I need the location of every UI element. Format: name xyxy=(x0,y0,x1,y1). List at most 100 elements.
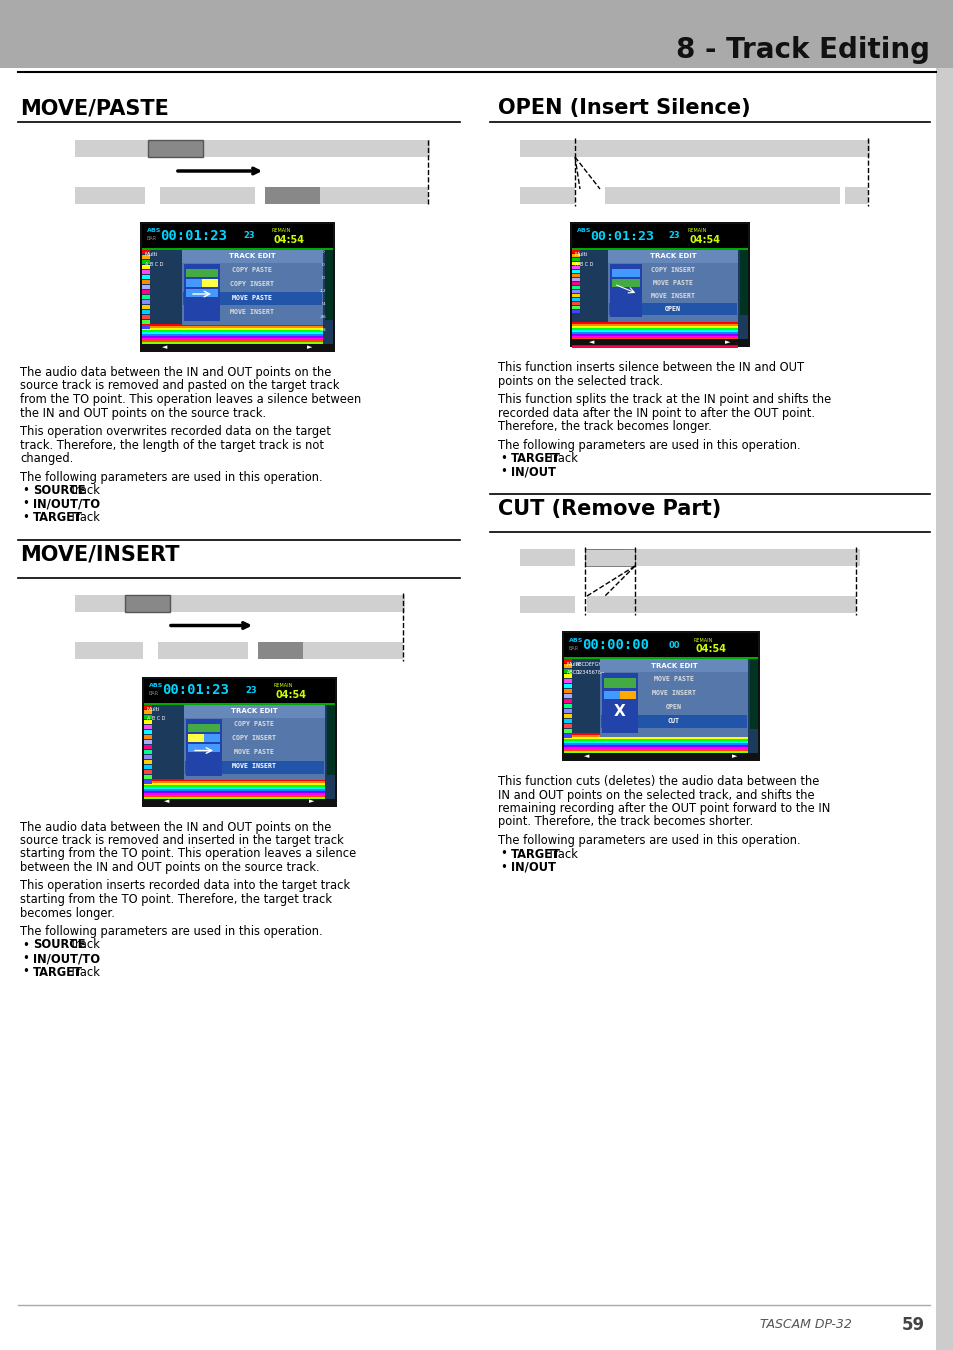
Text: 04:54: 04:54 xyxy=(275,690,307,699)
Text: BAR: BAR xyxy=(149,691,159,697)
Bar xyxy=(142,338,323,340)
Bar xyxy=(144,714,152,718)
Bar xyxy=(186,718,222,775)
Bar xyxy=(257,641,303,659)
Bar xyxy=(563,633,758,759)
Bar xyxy=(563,755,747,757)
Text: 123456789: 123456789 xyxy=(576,671,603,675)
Text: REMAIN: REMAIN xyxy=(687,228,706,234)
Text: This function cuts (deletes) the audio data between the: This function cuts (deletes) the audio d… xyxy=(497,775,819,788)
Bar xyxy=(142,255,150,259)
Bar xyxy=(184,705,325,717)
Bar xyxy=(144,769,152,774)
Bar xyxy=(142,261,150,265)
Text: 8 - Track Editing: 8 - Track Editing xyxy=(676,36,929,63)
Text: TARGET: TARGET xyxy=(33,965,83,979)
Bar xyxy=(608,302,737,315)
Bar xyxy=(572,262,579,265)
Text: source track is removed and pasted on the target track: source track is removed and pasted on th… xyxy=(20,379,339,393)
Bar xyxy=(144,710,152,714)
Bar xyxy=(572,248,747,250)
Text: •: • xyxy=(22,498,29,510)
Bar xyxy=(563,741,747,743)
Bar xyxy=(601,674,638,733)
Text: 23: 23 xyxy=(667,231,679,240)
Text: TRACK EDIT: TRACK EDIT xyxy=(229,254,275,259)
Bar xyxy=(572,250,579,252)
Text: 00:00:00: 00:00:00 xyxy=(581,639,648,652)
Bar xyxy=(188,724,220,732)
Text: ►: ► xyxy=(307,344,313,350)
Text: TARGET: TARGET xyxy=(33,512,83,524)
Bar xyxy=(572,342,738,344)
Bar xyxy=(600,716,746,728)
Text: OPEN: OPEN xyxy=(664,306,680,312)
Text: MOVE/INSERT: MOVE/INSERT xyxy=(20,544,179,564)
Bar xyxy=(184,705,325,779)
Text: IN/OUT/TO: IN/OUT/TO xyxy=(33,498,100,510)
Text: The audio data between the IN and OUT points on the: The audio data between the IN and OUT po… xyxy=(20,821,331,833)
Bar xyxy=(563,738,747,741)
Bar xyxy=(572,333,738,336)
Text: ◄: ◄ xyxy=(589,339,594,346)
Bar xyxy=(584,549,635,566)
Text: •: • xyxy=(499,466,506,478)
Bar xyxy=(142,336,323,338)
Bar xyxy=(184,265,220,321)
Text: COPY INSERT: COPY INSERT xyxy=(230,281,274,288)
Text: ABCDEFGH: ABCDEFGH xyxy=(576,662,602,667)
Bar xyxy=(183,292,322,305)
Bar xyxy=(603,691,619,699)
Text: ►: ► xyxy=(732,753,737,759)
Bar xyxy=(572,254,579,256)
Text: ABS: ABS xyxy=(568,637,583,643)
Text: MOVE INSERT: MOVE INSERT xyxy=(230,309,274,315)
Text: COPY PASTE: COPY PASTE xyxy=(233,721,274,728)
Bar xyxy=(142,270,150,274)
Bar xyxy=(935,68,953,1350)
Bar xyxy=(572,306,579,309)
Text: remaining recording after the OUT point forward to the IN: remaining recording after the OUT point … xyxy=(497,802,829,815)
Bar xyxy=(599,659,747,737)
Bar xyxy=(140,221,335,352)
Bar xyxy=(142,329,323,332)
Bar xyxy=(572,290,579,293)
Text: •: • xyxy=(22,952,29,965)
Text: point. Therefore, the track becomes shorter.: point. Therefore, the track becomes shor… xyxy=(497,815,753,829)
Text: -36: -36 xyxy=(319,315,326,319)
Bar xyxy=(325,250,333,320)
Text: Track: Track xyxy=(66,965,100,979)
Text: MOVE INSERT: MOVE INSERT xyxy=(651,690,696,697)
Text: •: • xyxy=(22,965,29,979)
Text: becomes longer.: becomes longer. xyxy=(20,906,114,919)
Text: This function splits the track at the IN point and shifts the: This function splits the track at the IN… xyxy=(497,393,830,406)
Bar xyxy=(142,328,323,329)
Bar xyxy=(319,188,428,204)
Bar xyxy=(144,779,325,780)
Bar xyxy=(563,699,572,703)
Text: 04:54: 04:54 xyxy=(689,235,720,244)
Text: IN/OUT/TO: IN/OUT/TO xyxy=(33,952,100,965)
Bar xyxy=(142,285,150,289)
Bar xyxy=(202,279,218,288)
Bar xyxy=(572,224,747,248)
Bar xyxy=(572,274,579,277)
Bar xyxy=(584,549,624,566)
Bar xyxy=(142,290,150,294)
Text: Therefore, the track becomes longer.: Therefore, the track becomes longer. xyxy=(497,420,711,433)
Bar xyxy=(563,659,572,663)
Text: D: D xyxy=(321,275,324,279)
Text: The following parameters are used in this operation.: The following parameters are used in thi… xyxy=(497,834,800,846)
Text: A B C D: A B C D xyxy=(575,262,593,266)
Bar xyxy=(144,795,325,796)
Bar xyxy=(142,676,336,806)
Text: Track: Track xyxy=(543,848,578,860)
Text: ABCD: ABCD xyxy=(566,671,580,675)
Text: Track: Track xyxy=(66,512,100,524)
Text: This function inserts silence between the IN and OUT: This function inserts silence between th… xyxy=(497,360,803,374)
Bar xyxy=(844,188,867,204)
Bar xyxy=(142,344,323,346)
Bar xyxy=(144,798,335,805)
Bar xyxy=(563,743,747,745)
Bar xyxy=(563,733,747,734)
